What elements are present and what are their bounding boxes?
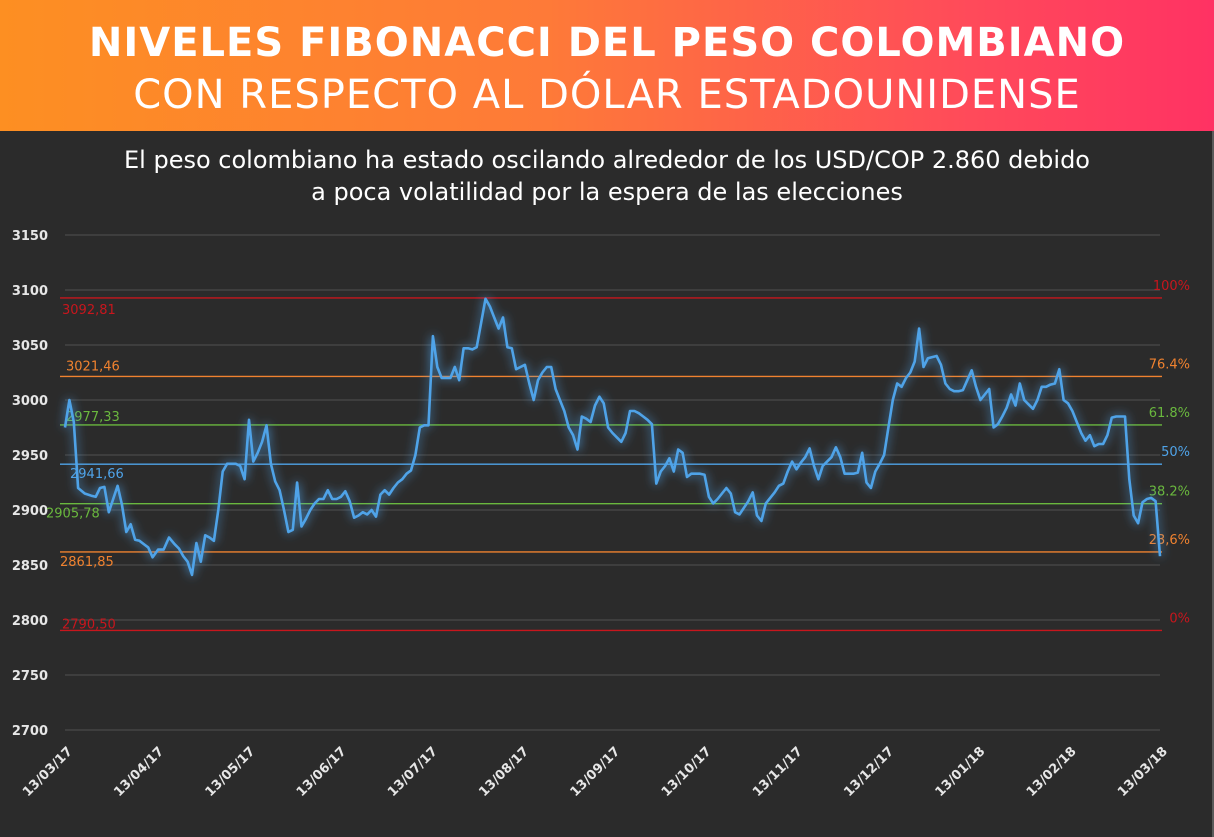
x-axis: 13/03/17 13/04/17 13/05/17 13/06/17 13/07/17… xyxy=(20,744,1171,800)
x-tick-label: 13/01/18 xyxy=(933,744,989,800)
fib-pct-label: 76.4% xyxy=(1149,357,1190,372)
y-tick-label: 2900 xyxy=(12,504,48,519)
x-tick-label: 13/09/17 xyxy=(568,744,624,800)
fib-pct-label: 38.2% xyxy=(1149,485,1190,500)
fib-pct-label: 0% xyxy=(1169,611,1190,626)
x-tick-label: 13/05/17 xyxy=(203,744,259,800)
fib-value-label: 2941,66 xyxy=(70,467,124,482)
fib-value-label: 2790,50 xyxy=(62,617,116,632)
x-tick-label: 13/12/17 xyxy=(841,744,897,800)
usd-cop-line xyxy=(63,297,1162,577)
y-tick-label: 3050 xyxy=(12,339,48,354)
gridlines xyxy=(65,234,1160,731)
subtitle-line-2: a poca volatilidad por la espera de las … xyxy=(311,178,903,206)
y-tick-label: 2850 xyxy=(12,559,48,574)
x-tick-label: 13/11/17 xyxy=(750,744,806,800)
y-tick-label: 3150 xyxy=(12,229,48,244)
y-tick-label: 3000 xyxy=(12,394,48,409)
subtitle-line-1: El peso colombiano ha estado oscilando a… xyxy=(124,146,1090,174)
fib-pct-label: 61.8% xyxy=(1149,406,1190,421)
fib-value-label: 3021,46 xyxy=(66,359,120,374)
title-line-2: CON RESPECTO AL DÓLAR ESTADOUNIDENSE xyxy=(133,72,1081,118)
y-tick-label: 2750 xyxy=(12,669,48,684)
fib-value-label: 2905,78 xyxy=(46,507,100,522)
fib-value-label: 3092,81 xyxy=(62,303,116,318)
y-axis: 3150 3100 3050 3000 2950 2900 2850 2800 2750 2700 xyxy=(12,229,48,739)
x-tick-label: 13/06/17 xyxy=(294,744,350,800)
fib-pct-label: 100% xyxy=(1153,279,1190,294)
fib-pct-label: 50% xyxy=(1161,445,1190,460)
title-banner: NIVELES FIBONACCI DEL PESO COLOMBIANO CO… xyxy=(0,0,1214,131)
fibonacci-levels: 3092,81 100% 3021,46 76.4% 2977,33 61.8% 2941,… xyxy=(46,279,1190,633)
y-tick-label: 2950 xyxy=(12,449,48,464)
x-tick-label: 13/04/17 xyxy=(111,744,167,800)
fib-pct-label: 23,6% xyxy=(1149,533,1190,548)
right-border xyxy=(1212,131,1214,837)
x-tick-label: 13/02/18 xyxy=(1024,744,1080,800)
x-tick-label: 13/08/17 xyxy=(476,744,532,800)
x-tick-label: 13/10/17 xyxy=(659,744,715,800)
y-tick-label: 2800 xyxy=(12,614,48,629)
title-line-1: NIVELES FIBONACCI DEL PESO COLOMBIANO xyxy=(88,20,1126,66)
y-tick-label: 3100 xyxy=(12,284,48,299)
x-tick-label: 13/07/17 xyxy=(385,744,441,800)
x-tick-label: 13/03/17 xyxy=(20,744,76,800)
x-tick-label: 13/03/18 xyxy=(1115,744,1171,800)
price-series xyxy=(63,297,1162,577)
fib-value-label: 2977,33 xyxy=(66,410,120,425)
y-tick-label: 2700 xyxy=(12,724,48,739)
fib-value-label: 2861,85 xyxy=(60,555,114,570)
